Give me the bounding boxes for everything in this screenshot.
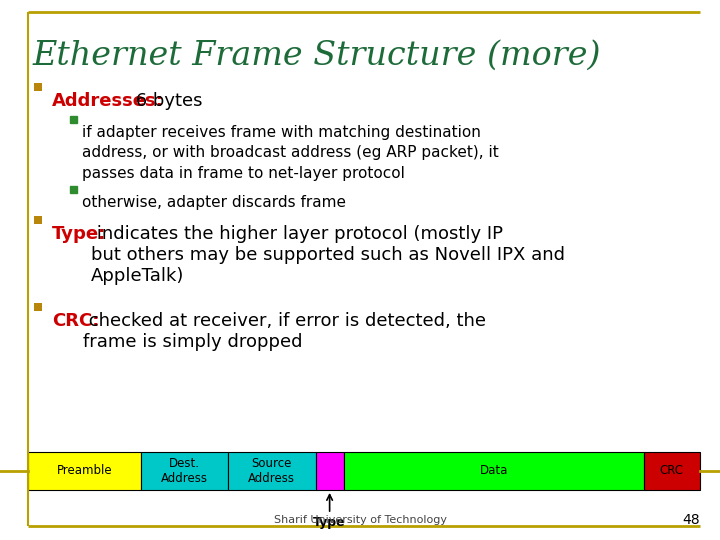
Text: Sharif University of Technology: Sharif University of Technology [274, 515, 446, 525]
Text: Addresses:: Addresses: [52, 92, 163, 110]
Text: 48: 48 [683, 513, 700, 527]
Bar [34, 216, 42, 224]
Text: checked at receiver, if error is detected, the
frame is simply dropped: checked at receiver, if error is detecte… [84, 312, 486, 351]
Bar [315, 452, 343, 490]
Text: 6 bytes: 6 bytes [130, 92, 202, 110]
Text: CRC: CRC [660, 464, 684, 477]
Bar [228, 452, 315, 490]
Bar [70, 186, 77, 193]
Text: Source
Address: Source Address [248, 457, 295, 485]
Bar [343, 452, 644, 490]
Bar [34, 83, 42, 91]
Bar [28, 452, 140, 490]
Bar [140, 452, 228, 490]
Text: Dest.
Address: Dest. Address [161, 457, 208, 485]
Text: Data: Data [480, 464, 508, 477]
Text: Ethernet Frame Structure (more): Ethernet Frame Structure (more) [32, 40, 600, 72]
Text: otherwise, adapter discards frame: otherwise, adapter discards frame [82, 195, 346, 210]
Bar [34, 303, 42, 311]
Text: CRC:: CRC: [52, 312, 99, 330]
Bar [70, 116, 77, 123]
Text: Type:: Type: [52, 225, 107, 243]
Bar [644, 452, 700, 490]
Text: indicates the higher layer protocol (mostly IP
but others may be supported such : indicates the higher layer protocol (mos… [91, 225, 565, 285]
Text: if adapter receives frame with matching destination
address, or with broadcast a: if adapter receives frame with matching … [82, 125, 499, 181]
Text: Type: Type [313, 516, 346, 529]
Text: Preamble: Preamble [56, 464, 112, 477]
